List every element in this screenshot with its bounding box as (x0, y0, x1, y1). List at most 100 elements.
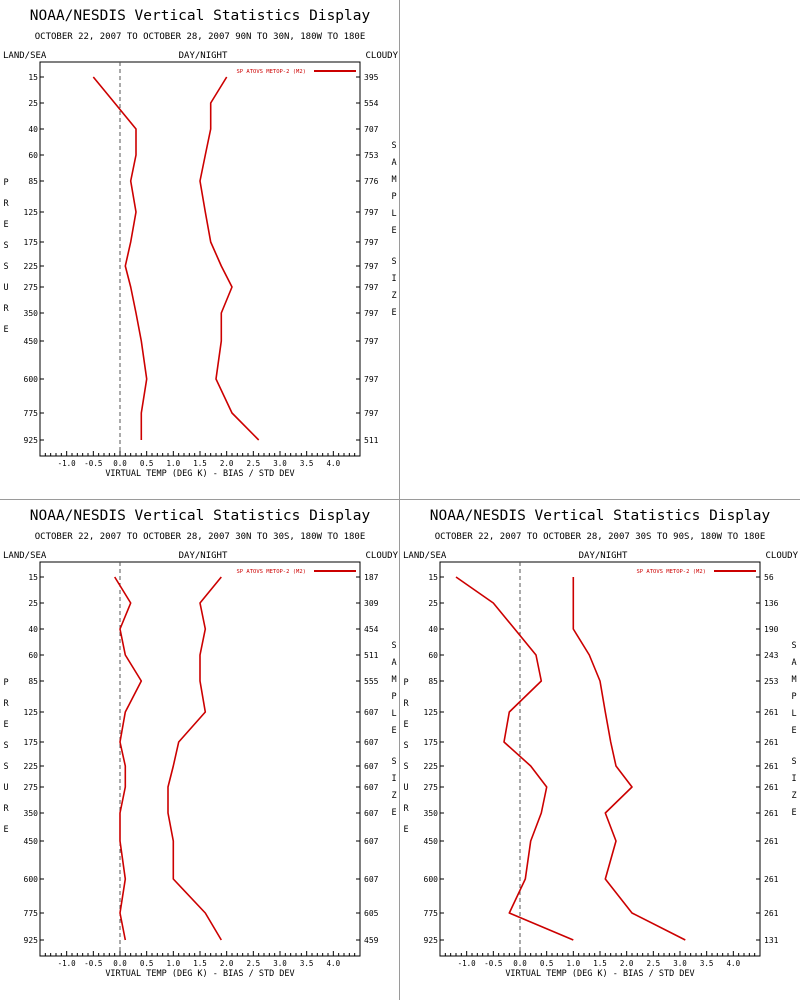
sample-size-label: 776 (364, 177, 379, 186)
sample-size-axis-letter: E (391, 226, 396, 236)
std-dev-line (199, 76, 260, 441)
pressure-level-label: 350 (424, 809, 439, 818)
sample-size-axis-letter: M (391, 175, 396, 185)
x-tick-label: 0.5 (540, 959, 554, 968)
panel-divider (0, 499, 800, 500)
sample-size-axis-letter: A (391, 158, 396, 168)
pressure-axis-letter: U (403, 783, 408, 793)
pressure-level-label: 85 (28, 177, 38, 186)
pressure-level-label: 450 (24, 337, 39, 346)
pressure-level-label: 925 (24, 436, 39, 445)
sample-size-label: 459 (364, 936, 379, 945)
pressure-level-label: 275 (24, 283, 39, 292)
x-tick-label: 4.0 (727, 959, 741, 968)
pressure-axis-letter: E (403, 825, 408, 835)
pressure-axis-letter: E (3, 720, 8, 730)
pressure-level-label: 925 (24, 936, 39, 945)
pressure-level-label: 40 (28, 625, 38, 634)
chart-svg: NOAA/NESDIS Vertical Statistics Display O… (403, 508, 799, 979)
pressure-axis-letter: S (3, 741, 8, 751)
sample-size-axis-letter: P (391, 692, 396, 702)
pressure-axis-letter: S (403, 741, 408, 751)
pressure-axis-letter: R (403, 804, 409, 814)
plot-frame (39, 61, 361, 457)
pressure-level-label: 60 (28, 651, 38, 660)
pressure-level-label: 60 (28, 151, 38, 160)
x-tick-label: 1.0 (167, 959, 181, 968)
x-tick-label: 4.0 (327, 459, 341, 468)
chart-panel-90n-30n: NOAA/NESDIS Vertical Statistics Display O… (0, 0, 400, 500)
sample-size-axis-letter: A (391, 658, 396, 668)
sample-size-label: 797 (364, 283, 379, 292)
pressure-level-label: 925 (424, 936, 439, 945)
cloudy-label: CLOUDY (765, 551, 798, 561)
x-tick-label: 2.0 (220, 459, 234, 468)
panel-divider (399, 500, 400, 1000)
bias-line (455, 576, 574, 941)
pressure-axis-letter: E (3, 220, 8, 230)
sample-size-label: 56 (764, 573, 774, 582)
chart-title: NOAA/NESDIS Vertical Statistics Display (30, 8, 371, 24)
plot-frame (39, 561, 361, 957)
x-tick-label: -0.5 (484, 959, 502, 968)
sample-size-axis-letter: S (391, 641, 396, 651)
pressure-level-label: 450 (24, 837, 39, 846)
pressure-level-label: 60 (428, 651, 438, 660)
x-tick-label: -1.0 (458, 959, 477, 968)
pressure-level-label: 275 (424, 783, 439, 792)
chart-title: NOAA/NESDIS Vertical Statistics Display (430, 508, 771, 524)
sample-size-label: 261 (764, 762, 779, 771)
sample-size-axis-letter: E (391, 308, 396, 318)
pressure-level-label: 15 (428, 573, 438, 582)
chart-title: NOAA/NESDIS Vertical Statistics Display (30, 508, 371, 524)
pressure-axis-letter: S (3, 762, 8, 772)
pressure-level-label: 25 (28, 599, 38, 608)
pressure-level-label: 25 (28, 99, 38, 108)
pressure-axis-letter: R (3, 304, 9, 314)
x-tick-label: 2.5 (247, 959, 261, 968)
x-axis-label: VIRTUAL TEMP (DEG K) - BIAS / STD DEV (105, 469, 294, 479)
pressure-level-label: 25 (428, 599, 438, 608)
pressure-level-label: 125 (424, 708, 439, 717)
pressure-axis-letter: R (3, 199, 9, 209)
sample-size-label: 454 (364, 625, 379, 634)
sample-size-axis-letter: S (391, 141, 396, 151)
sample-size-axis-letter: L (391, 209, 396, 219)
sample-size-axis-letter: I (391, 274, 396, 284)
chart-panel-empty (400, 0, 800, 500)
sample-size-axis-letter: L (391, 709, 396, 719)
pressure-axis-letter: S (3, 241, 8, 251)
chart-panel-30s-90s: NOAA/NESDIS Vertical Statistics Display O… (400, 500, 800, 1000)
pressure-level-label: 125 (24, 708, 39, 717)
x-tick-label: 1.0 (567, 959, 581, 968)
pressure-level-label: 225 (24, 262, 39, 271)
sample-size-axis-letter: S (791, 641, 796, 651)
x-tick-label: 3.0 (673, 959, 687, 968)
sample-size-axis-letter: E (391, 808, 396, 818)
x-tick-label: 1.5 (193, 959, 207, 968)
sample-size-label: 261 (764, 738, 779, 747)
sample-size-label: 511 (364, 436, 379, 445)
sample-size-label: 607 (364, 738, 379, 747)
pressure-level-label: 225 (424, 762, 439, 771)
x-tick-label: 0.5 (140, 959, 154, 968)
pressure-axis-letter: P (3, 678, 8, 688)
sample-size-label: 554 (364, 99, 379, 108)
pressure-level-label: 600 (24, 875, 39, 884)
chart-subtitle: OCTOBER 22, 2007 TO OCTOBER 28, 2007 90N… (35, 32, 366, 42)
x-tick-label: 0.0 (113, 959, 127, 968)
sample-size-label: 131 (764, 936, 779, 945)
sample-size-label: 797 (364, 309, 379, 318)
sample-size-axis-letter: E (391, 726, 396, 736)
pressure-level-label: 600 (24, 375, 39, 384)
day-night-label: DAY/NIGHT (179, 551, 228, 561)
x-tick-label: 4.0 (327, 959, 341, 968)
sample-size-label: 797 (364, 375, 379, 384)
x-axis-label: VIRTUAL TEMP (DEG K) - BIAS / STD DEV (505, 969, 694, 979)
sample-size-label: 261 (764, 875, 779, 884)
pressure-level-label: 15 (28, 73, 38, 82)
sample-size-axis-letter: Z (391, 291, 396, 301)
legend-label: SP ATOVS METOP-2 (M2) (636, 569, 706, 575)
chart-svg: NOAA/NESDIS Vertical Statistics Display O… (3, 8, 399, 479)
x-tick-label: 2.5 (247, 459, 261, 468)
